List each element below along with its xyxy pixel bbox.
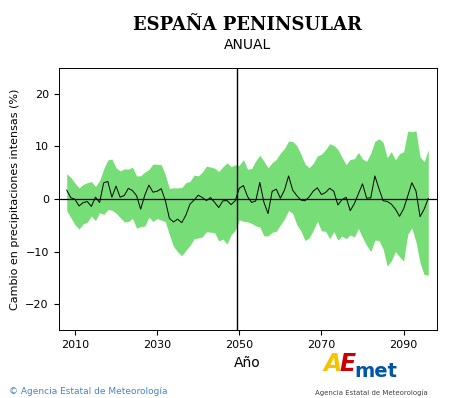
Text: © Agencia Estatal de Meteorología: © Agencia Estatal de Meteorología xyxy=(9,387,167,396)
Text: ANUAL: ANUAL xyxy=(224,38,271,52)
Text: Agencia Estatal de Meteorología: Agencia Estatal de Meteorología xyxy=(315,390,428,396)
Text: met: met xyxy=(355,362,398,381)
Text: E: E xyxy=(340,352,356,376)
Text: A: A xyxy=(324,352,342,376)
X-axis label: Año: Año xyxy=(234,356,261,370)
Y-axis label: Cambio en precipitaciones intensas (%): Cambio en precipitaciones intensas (%) xyxy=(10,88,20,310)
Text: ESPAÑA PENINSULAR: ESPAÑA PENINSULAR xyxy=(133,16,362,34)
